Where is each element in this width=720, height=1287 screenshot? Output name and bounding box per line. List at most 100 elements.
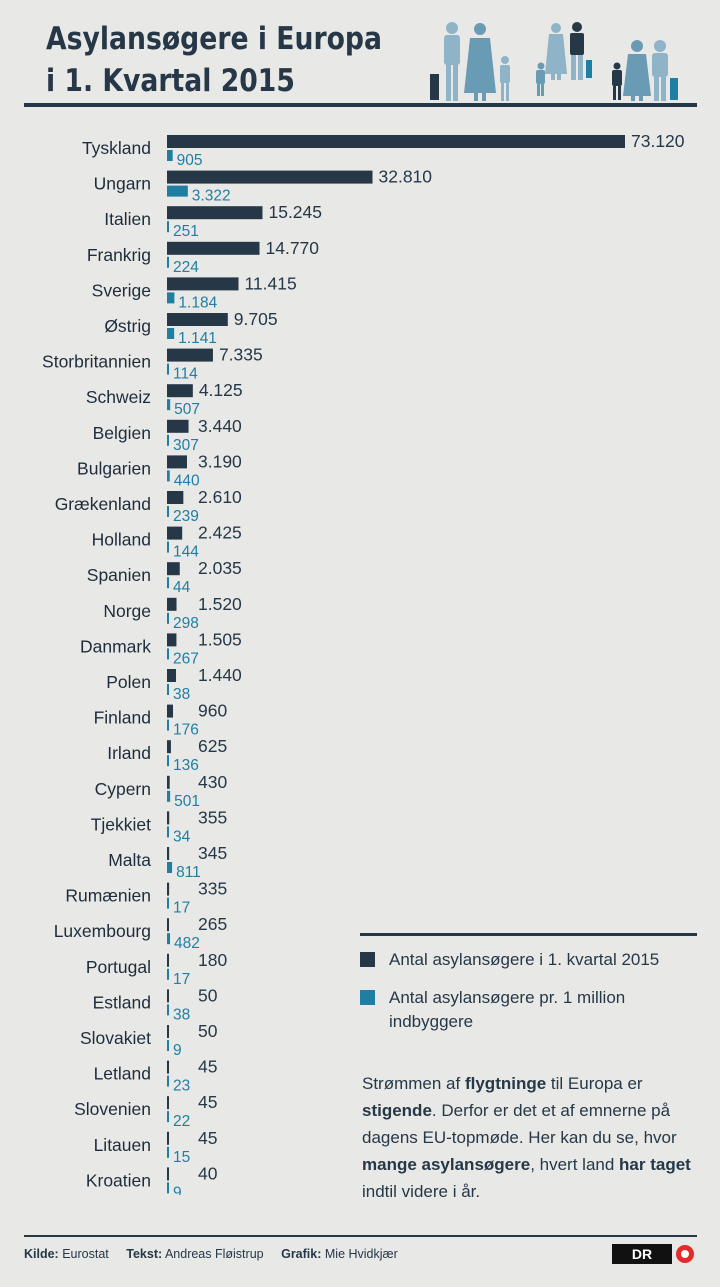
bar-total xyxy=(167,1096,169,1110)
bar-per-million xyxy=(167,648,169,660)
category-label: Frankrig xyxy=(87,245,151,265)
category-label: Belgien xyxy=(93,423,151,443)
title-line-1: Asylansøgere i Europa xyxy=(46,21,383,57)
bar-per-million xyxy=(167,1004,169,1016)
legend-label-per-million: Antal asylansøgere pr. 1 million indbygg… xyxy=(389,988,626,1031)
graphic-value: Mie Hvidkjær xyxy=(324,1247,398,1261)
value-label-per-million: 136 xyxy=(173,757,199,774)
category-label: Schweiz xyxy=(86,387,151,407)
category-label: Slovakiet xyxy=(80,1028,151,1048)
value-label-total: 430 xyxy=(198,772,227,792)
bar-chart: Tyskland 73.120 905 Ungarn 32.810 3.322 Italie… xyxy=(42,131,685,1195)
category-label: Rumænien xyxy=(65,886,151,906)
bar-per-million xyxy=(167,1146,169,1158)
category-label: Estland xyxy=(93,992,151,1012)
category-label: Malta xyxy=(108,850,151,870)
bar-per-million xyxy=(167,933,171,945)
value-label-per-million: 38 xyxy=(173,686,190,703)
value-label-per-million: 176 xyxy=(173,722,199,739)
value-label-per-million: 251 xyxy=(173,223,199,240)
bar-total xyxy=(167,277,239,291)
legend-swatch-total xyxy=(360,952,375,967)
bar-total xyxy=(167,135,625,148)
category-label: Storbritannien xyxy=(42,352,151,372)
bar-total xyxy=(167,348,213,362)
category-label: Irland xyxy=(107,743,151,763)
value-label-per-million: 440 xyxy=(174,472,200,489)
bar-per-million xyxy=(167,150,173,161)
bar-total xyxy=(167,989,169,1003)
value-label-per-million: 15 xyxy=(173,1149,190,1166)
value-label-total: 335 xyxy=(198,879,227,899)
bar-total xyxy=(167,170,373,184)
title-line-2: i 1. Kvartal 2015 xyxy=(46,63,295,99)
value-label-total: 345 xyxy=(198,843,227,863)
value-label-total: 9.705 xyxy=(234,309,278,329)
description-bold: stigende xyxy=(362,1101,432,1120)
category-label: Finland xyxy=(94,708,151,728)
legend-divider xyxy=(360,933,697,936)
bar-total xyxy=(167,669,177,682)
bar-per-million xyxy=(167,755,169,767)
value-label-total: 1.505 xyxy=(198,629,242,649)
value-label-total: 355 xyxy=(198,807,227,827)
value-label-total: 1.520 xyxy=(198,594,242,614)
value-label-total: 45 xyxy=(198,1128,217,1148)
value-label-per-million: 17 xyxy=(173,971,190,988)
value-label-per-million: 17 xyxy=(173,900,190,917)
bar-total xyxy=(167,847,170,860)
legend-swatch-per-million xyxy=(360,990,375,1005)
bar-total xyxy=(167,740,171,754)
category-label: Litauen xyxy=(94,1135,151,1155)
bar-per-million xyxy=(167,612,169,624)
bar-per-million xyxy=(167,470,170,482)
value-label-per-million: 9 xyxy=(173,1184,182,1195)
value-label-total: 3.190 xyxy=(198,451,242,471)
value-label-per-million: 1.141 xyxy=(178,330,217,347)
value-label-total: 50 xyxy=(198,1021,218,1041)
bar-total xyxy=(167,241,260,255)
value-label-total: 45 xyxy=(198,1057,217,1077)
bar-total xyxy=(167,882,170,896)
value-label-total: 15.245 xyxy=(268,202,322,222)
bar-total xyxy=(167,704,174,718)
value-label-total: 265 xyxy=(198,914,227,934)
value-label-total: 180 xyxy=(198,950,227,970)
value-label-per-million: 239 xyxy=(173,508,199,525)
bar-total xyxy=(167,526,183,540)
bar-per-million xyxy=(167,1182,169,1194)
value-label-per-million: 1.184 xyxy=(178,294,217,311)
bar-per-million xyxy=(167,256,169,268)
bar-per-million xyxy=(167,968,169,980)
bar-per-million xyxy=(167,577,169,589)
description-part: , hvert land xyxy=(530,1155,620,1174)
category-label: Danmark xyxy=(80,636,151,656)
value-label-per-million: 3.322 xyxy=(192,188,231,205)
value-label-per-million: 307 xyxy=(173,437,199,454)
value-label-total: 40 xyxy=(198,1163,218,1183)
legend-item-per-million: Antal asylansøgere pr. 1 million indbygg… xyxy=(360,986,697,1034)
value-label-per-million: 9 xyxy=(173,1042,182,1059)
category-label: Letland xyxy=(94,1064,151,1084)
dr-logo-icon: DR xyxy=(612,1244,694,1264)
bar-total xyxy=(167,313,228,326)
bar-total xyxy=(167,953,169,967)
bar-total xyxy=(167,206,263,220)
bar-total xyxy=(167,1167,169,1181)
text-value: Andreas Fløistrup xyxy=(164,1247,264,1261)
category-label: Bulgarien xyxy=(77,458,151,478)
bar-per-million xyxy=(167,399,171,411)
category-label: Italien xyxy=(104,209,151,229)
value-label-total: 11.415 xyxy=(244,273,296,293)
value-label-per-million: 38 xyxy=(173,1006,190,1023)
page-title: Asylansøgere i Europa i 1. Kvartal 2015 xyxy=(46,18,382,102)
value-label-per-million: 22 xyxy=(173,1113,190,1130)
description-text: Strømmen af flygtninge til Europa er sti… xyxy=(362,1070,702,1205)
category-label: Ungarn xyxy=(94,174,151,194)
description-part: indtil videre i år. xyxy=(362,1182,481,1201)
source-value: Eurostat xyxy=(62,1247,109,1261)
bar-total xyxy=(167,811,170,825)
category-label: Cypern xyxy=(95,779,151,799)
bar-total xyxy=(167,597,177,611)
category-label: Tjekkiet xyxy=(91,814,151,834)
